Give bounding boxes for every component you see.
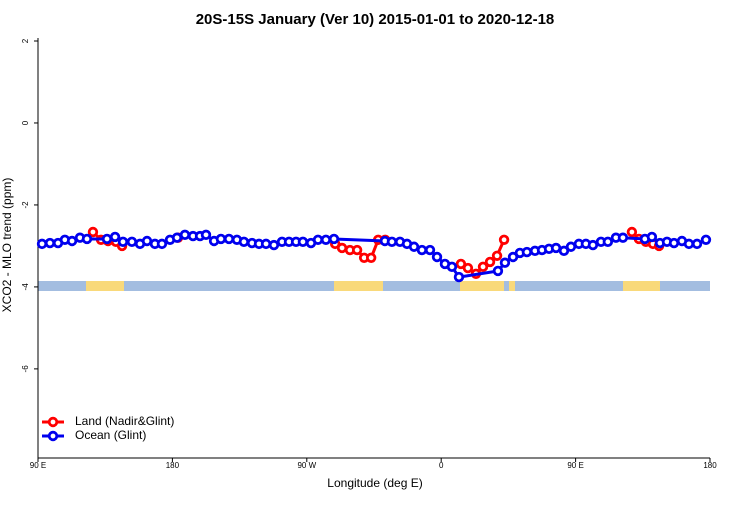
point [365,252,377,264]
point [424,244,436,256]
y-tick-label: 2 [21,38,30,43]
x-tick-label: 90 E [567,461,583,470]
y-axis-label: XCO2 - MLO trend (ppm) [0,178,14,313]
point [81,233,93,245]
x-tick-label: 0 [439,461,444,470]
point [328,233,340,245]
land-mask [38,281,710,291]
point [499,257,511,268]
point [156,238,168,250]
point [565,241,577,252]
point [101,233,113,245]
point [453,271,465,283]
point [260,238,272,250]
land-patch [334,281,383,291]
point [455,258,467,270]
point [498,234,510,245]
point [336,242,348,254]
point [141,235,153,247]
y-tick-label: -4 [21,283,30,291]
point [550,242,562,254]
x-tick-label: 180 [166,461,180,470]
point [297,236,309,248]
point [602,236,614,248]
point [126,236,138,248]
point [312,234,324,245]
point [268,239,280,251]
point [626,226,638,238]
point [215,233,227,245]
point [558,245,570,257]
x-tick-label: 180 [703,461,717,470]
point [223,233,235,245]
point [492,265,504,277]
x-tick-label: 90 E [30,461,46,470]
point [117,236,129,248]
point [587,239,599,251]
point [491,250,503,261]
point [477,261,489,273]
y-tick-label: 0 [21,120,30,125]
legend-label: Land (Nadir&Glint) [75,414,174,428]
point [668,237,680,249]
point [691,238,703,250]
point [700,234,712,245]
point [171,232,183,243]
y-tick-label: -6 [21,365,30,373]
land-patch [623,281,660,291]
point [446,261,458,273]
point [462,262,474,274]
point [408,241,420,252]
legend-marker [47,430,59,442]
point [617,232,629,243]
point [87,226,99,238]
point [386,236,398,248]
chart-title: 20S-15S January (Ver 10) 2015-01-01 to 2… [196,11,555,28]
legend-label: Ocean (Glint) [75,428,146,442]
legend-marker [47,416,59,428]
point [416,244,428,256]
point [351,244,363,256]
point [109,231,121,243]
land-patch [460,281,504,291]
point [521,246,533,258]
point [484,256,496,268]
point [36,238,48,250]
point [646,231,658,243]
land-patch [509,281,515,291]
point [44,237,56,249]
point [431,251,443,263]
x-axis-label: Longitude (deg E) [327,476,422,490]
point [66,235,78,247]
land-patch [86,281,124,291]
point [320,234,332,245]
point [238,236,250,248]
x-tick-label: 90 W [297,461,316,470]
point [683,238,695,250]
point [179,229,191,241]
y-tick-label: -2 [21,201,30,209]
point [200,229,212,241]
